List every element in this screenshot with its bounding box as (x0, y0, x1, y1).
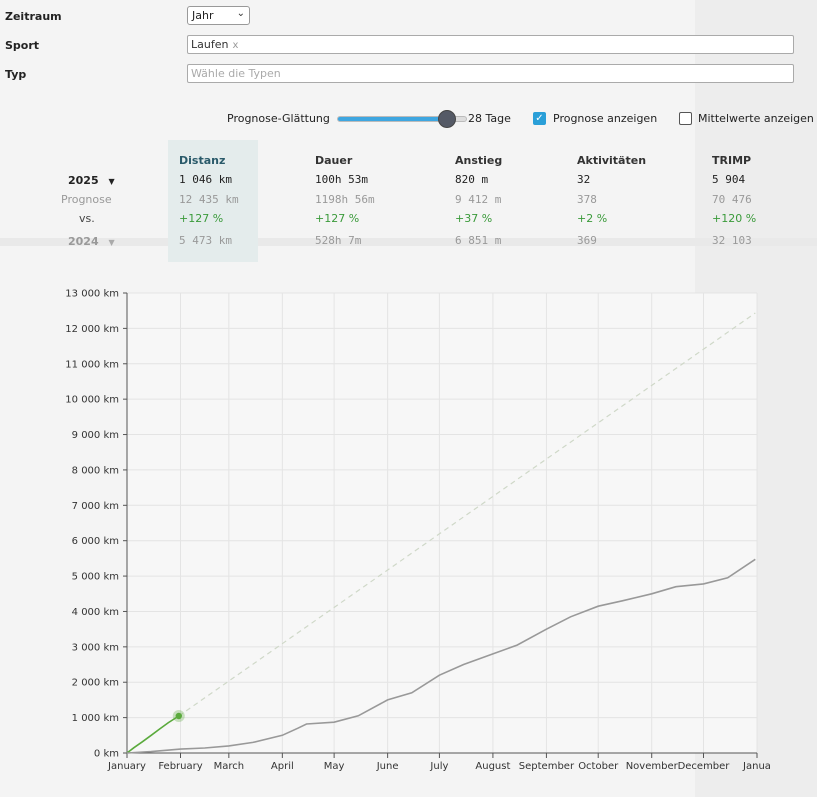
y-tick-label: 9 000 km (72, 430, 119, 441)
sport-input[interactable]: Laufen x (187, 35, 794, 54)
current-series-line (126, 715, 180, 754)
previous-dauer: 528h 7m (315, 234, 362, 247)
current-aktivitaeten: 32 (577, 173, 591, 186)
x-tick-label: Janua (742, 761, 771, 772)
current-trimp: 5 904 (712, 173, 746, 186)
sport-label: Sport (5, 39, 40, 52)
smoothing-slider-handle[interactable] (438, 110, 456, 128)
chevron-down-icon: ⌄ (236, 8, 245, 19)
y-tick-label: 2 000 km (72, 678, 119, 689)
sport-tag: Laufen x (191, 38, 238, 51)
current-anstieg: 820 m (455, 173, 489, 186)
typ-placeholder: Wähle die Typen (191, 67, 281, 80)
previous-series-line (126, 558, 756, 754)
y-tick-label: 8 000 km (72, 465, 119, 476)
x-tick-label: April (271, 761, 294, 772)
y-tick-label: 12 000 km (65, 324, 119, 335)
previous-distanz: 5 473 km (179, 234, 232, 247)
forecast-anstieg: 9 412 m (455, 193, 502, 206)
forecast-trimp: 70 476 (712, 193, 752, 206)
current-dauer: 100h 53m (315, 173, 368, 186)
x-tick-label: January (107, 761, 146, 772)
y-tick-label: 6 000 km (72, 536, 119, 547)
x-tick-label: November (626, 761, 679, 772)
x-tick-label: May (324, 761, 345, 772)
column-header-aktivitaeten[interactable]: Aktivitäten (577, 154, 647, 167)
previous-year: 2024 (68, 235, 99, 248)
smoothing-label: Prognose-Glättung (227, 112, 330, 125)
x-tick-label: February (158, 761, 202, 772)
stats-table: Distanz Dauer Anstieg Aktivitäten TRIMP … (0, 140, 817, 262)
typ-input[interactable]: Wähle die Typen (187, 64, 794, 83)
current-endpoint-marker (175, 712, 182, 720)
previous-year-select[interactable]: 2024 ▼ (68, 235, 115, 248)
checkmark-icon: ✓ (535, 113, 544, 124)
remove-tag-icon[interactable]: x (232, 40, 239, 51)
previous-trimp: 32 103 (712, 234, 752, 247)
show-forecast-label[interactable]: Prognose anzeigen (553, 112, 658, 125)
vs-distanz: +127 % (179, 212, 224, 225)
zeitraum-value: Jahr (192, 9, 214, 22)
vs-anstieg: +37 % (455, 212, 493, 225)
current-year: 2025 (68, 174, 99, 187)
forecast-row-label: Prognose (61, 193, 112, 206)
smoothing-slider-track[interactable] (337, 116, 467, 122)
y-tick-label: 0 km (94, 749, 119, 760)
y-tick-label: 10 000 km (65, 395, 119, 406)
zeitraum-label: Zeitraum (5, 10, 62, 23)
sport-tag-label: Laufen (191, 38, 229, 51)
caret-down-icon: ▼ (108, 177, 115, 186)
plot-area (127, 293, 757, 753)
vs-dauer: +127 % (315, 212, 360, 225)
x-tick-label: December (678, 761, 731, 772)
x-tick-label: March (214, 761, 244, 772)
column-header-distanz[interactable]: Distanz (179, 154, 226, 167)
y-tick-label: 1 000 km (72, 713, 119, 724)
column-header-trimp[interactable]: TRIMP (712, 154, 752, 167)
vs-aktivitaeten: +2 % (577, 212, 608, 225)
y-tick-label: 3 000 km (72, 642, 119, 653)
show-averages-checkbox[interactable] (679, 112, 692, 125)
current-distanz: 1 046 km (179, 173, 232, 186)
forecast-distanz: 12 435 km (179, 193, 239, 206)
smoothing-value: 28 Tage (468, 112, 511, 125)
x-tick-label: September (519, 761, 575, 772)
x-tick-label: June (376, 761, 399, 772)
previous-anstieg: 6 851 m (455, 234, 502, 247)
forecast-series-line (178, 312, 756, 717)
column-header-dauer[interactable]: Dauer (315, 154, 353, 167)
zeitraum-select[interactable]: Jahr ⌄ (187, 6, 250, 25)
x-tick-label: October (578, 761, 619, 772)
typ-label: Typ (5, 68, 27, 81)
column-header-anstieg[interactable]: Anstieg (455, 154, 503, 167)
previous-aktivitaeten: 369 (577, 234, 597, 247)
x-tick-label: July (429, 761, 448, 772)
distance-cumulative-chart[interactable]: 0 km 1 000 km 2 000 km 3 000 km 4 000 km 5 00… (0, 282, 817, 782)
caret-down-icon: ▼ (108, 238, 115, 247)
y-tick-label: 7 000 km (72, 501, 119, 512)
forecast-aktivitaeten: 378 (577, 193, 597, 206)
y-tick-label: 11 000 km (65, 359, 119, 370)
forecast-dauer: 1198h 56m (315, 193, 375, 206)
current-year-select[interactable]: 2025 ▼ (68, 174, 115, 187)
active-column-highlight (168, 140, 258, 262)
smoothing-slider-fill (338, 117, 447, 121)
y-tick-label: 13 000 km (65, 289, 119, 300)
y-tick-label: 4 000 km (72, 607, 119, 618)
background-divider (0, 238, 817, 246)
show-forecast-checkbox[interactable]: ✓ (533, 112, 546, 125)
show-averages-label[interactable]: Mittelwerte anzeigen (698, 112, 814, 125)
vs-row-label: vs. (79, 212, 95, 225)
y-tick-label: 5 000 km (72, 572, 119, 583)
x-tick-label: August (475, 761, 510, 772)
vs-trimp: +120 % (712, 212, 757, 225)
